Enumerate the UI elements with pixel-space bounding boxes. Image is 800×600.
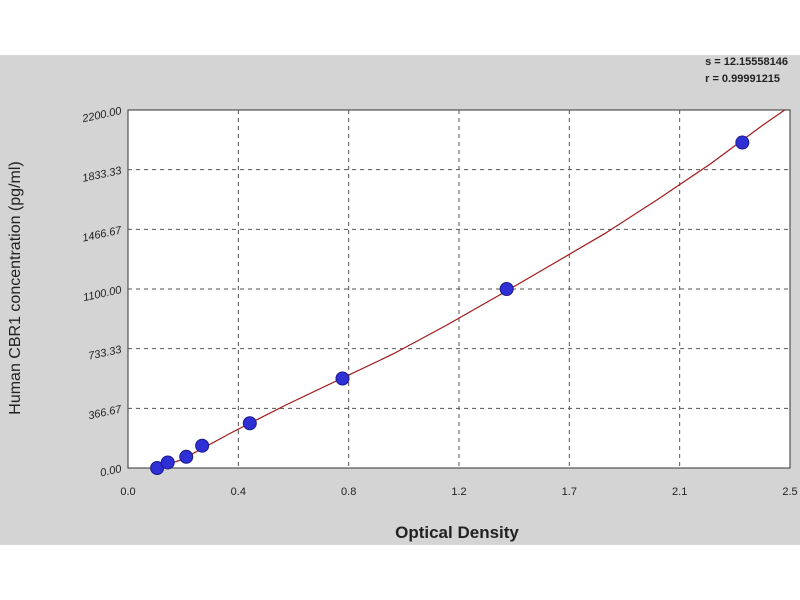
x-tick-label: 1.2 [451, 486, 466, 498]
data-point [335, 371, 350, 386]
y-tick-label: 366.67 [87, 403, 123, 422]
y-tick-label: 1466.67 [81, 224, 123, 244]
data-point [179, 449, 194, 464]
x-tick-label: 1.7 [562, 486, 577, 498]
data-points [150, 135, 750, 475]
y-axis-title: Human CBR1 concentration (pg/ml) [7, 161, 24, 414]
y-tick-label: 2200.00 [80, 105, 123, 125]
x-tick-label: 0.8 [341, 486, 356, 498]
x-tick-label: 2.1 [672, 486, 687, 498]
data-point [195, 438, 210, 453]
stat-r: r = 0.99991215 [705, 73, 781, 85]
y-tick-label: 1833.33 [81, 165, 123, 185]
fit-curve [151, 109, 786, 471]
y-tick-label: 0.00 [99, 463, 123, 479]
x-tick-labels: 0.0 0.4 0.8 1.2 1.7 2.1 2.5 [120, 486, 797, 498]
y-tick-labels: 0.00 366.67 733.33 1100.00 1466.67 1833.33 220… [80, 105, 123, 479]
x-tick-label: 0.4 [231, 486, 246, 498]
y-tick-label: 733.33 [87, 344, 123, 363]
grid-lines [128, 110, 790, 468]
y-tick-label: 1100.00 [82, 284, 123, 304]
data-point [735, 135, 750, 150]
stat-s: s = 12.15558146 [705, 56, 788, 68]
data-point [499, 282, 514, 296]
fit-statistics: s = 12.15558146 r = 0.99991215 [705, 54, 788, 88]
x-tick-label: 0.0 [120, 486, 135, 498]
x-tick-label: 2.5 [782, 486, 797, 498]
x-axis-title: Optical Density [395, 523, 519, 542]
data-point [160, 455, 175, 470]
data-point [242, 416, 257, 431]
